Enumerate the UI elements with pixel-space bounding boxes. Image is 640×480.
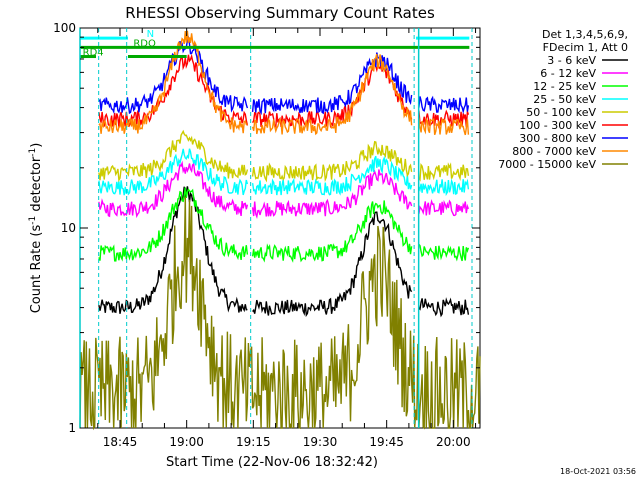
- legend-label: 800 - 7000 keV: [512, 145, 596, 158]
- legend-label: 25 - 50 keV: [533, 93, 596, 106]
- x-axis-ticks: 18:45 19:00 19:15 19:30 19:45 20:00: [97, 28, 477, 449]
- x-tick-label: 19:45: [369, 435, 404, 449]
- legend-label: 3 - 6 keV: [547, 54, 596, 67]
- legend-header-line1: Det 1,3,4,5,6,9,: [542, 28, 628, 41]
- series-line: [98, 160, 470, 219]
- x-tick-label: 18:45: [103, 435, 138, 449]
- legend-label: 7000 - 15000 keV: [498, 158, 596, 171]
- legend-label: 12 - 25 keV: [533, 80, 596, 93]
- y-axis-label-part3: ): [29, 143, 44, 148]
- x-tick-label: 19:30: [303, 435, 338, 449]
- flag-label: RD4: [83, 48, 104, 59]
- x-tick-label: 20:00: [436, 435, 471, 449]
- series-layer: [79, 30, 481, 431]
- flag-label: RDO: [133, 38, 156, 49]
- x-axis-label: Start Time (22-Nov-06 18:32:42): [166, 455, 378, 470]
- legend: Det 1,3,4,5,6,9, FDecim 1, Att 0 3 - 6 k…: [498, 28, 628, 171]
- y-axis-label-part1: Count Rate (s: [29, 225, 44, 314]
- y-axis-label-sup1: -1: [28, 216, 38, 225]
- legend-header-line2: FDecim 1, Att 0: [543, 41, 628, 54]
- series-line: [98, 148, 470, 197]
- y-axis-label: Count Rate (s-1 detector-1): [28, 143, 44, 314]
- series-line: [98, 129, 470, 183]
- legend-label: 100 - 300 keV: [519, 119, 596, 132]
- series-line: [98, 35, 470, 116]
- legend-label: 6 - 12 keV: [540, 67, 596, 80]
- y-axis-label-sup2: -1: [28, 148, 38, 157]
- flag-label: N: [147, 29, 154, 40]
- chart-title: RHESSI Observing Summary Count Rates: [125, 4, 435, 22]
- footer-timestamp: 18-Oct-2021 03:56: [560, 467, 636, 476]
- y-axis-ticks: 1 10 100: [53, 21, 480, 435]
- legend-label: 50 - 100 keV: [526, 106, 596, 119]
- x-tick-label: 19:15: [236, 435, 271, 449]
- x-tick-label: 19:00: [169, 435, 204, 449]
- y-tick-label: 10: [61, 221, 76, 235]
- legend-label: 300 - 800 keV: [519, 132, 596, 145]
- y-tick-label: 1: [68, 421, 76, 435]
- series-line: [98, 186, 470, 318]
- y-axis-label-part2: detector: [29, 156, 44, 216]
- y-tick-label: 100: [53, 21, 76, 35]
- series-line: [98, 187, 470, 263]
- series-line: [79, 196, 481, 431]
- series-line: [98, 30, 470, 136]
